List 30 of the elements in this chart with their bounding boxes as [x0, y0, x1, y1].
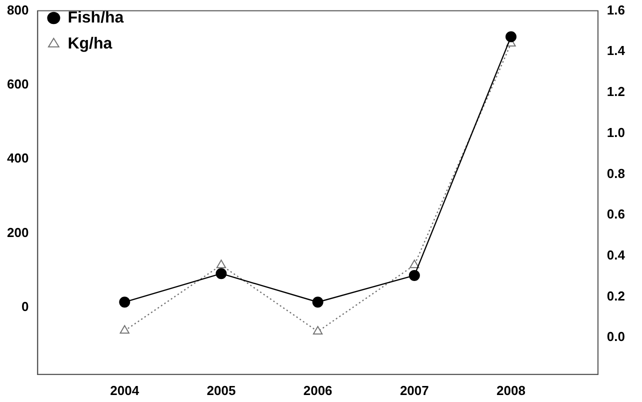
y-tick-label: 400 — [6, 150, 29, 166]
x-tick-label: 2006 — [303, 382, 332, 398]
point — [312, 296, 324, 308]
y2-tick-label: 0.0 — [606, 329, 626, 344]
y2-tick-label: 1.0 — [606, 124, 626, 140]
x-tick-label: 2004 — [110, 382, 140, 398]
point — [408, 270, 420, 281]
y2-tick-label: 0.2 — [606, 288, 626, 304]
y2-tick-label: 0.4 — [606, 248, 626, 262]
x-tick-label: 2007 — [400, 382, 429, 398]
point — [505, 31, 516, 42]
point — [410, 260, 420, 268]
point — [120, 325, 130, 334]
legend-label: Fish/ha — [68, 9, 124, 26]
x-tick-label: 2005 — [206, 382, 236, 398]
y2-tick-label: 1.2 — [606, 84, 626, 100]
point — [216, 260, 226, 268]
y2-tick-label: 1.4 — [606, 43, 626, 58]
y-tick-label: 200 — [6, 224, 29, 240]
x-tick-label: 2008 — [496, 382, 526, 398]
point — [216, 268, 227, 280]
y2-tick-label: 0.8 — [606, 166, 626, 181]
point — [312, 326, 323, 335]
y2-tick-label: 0.6 — [606, 206, 626, 222]
y-tick-label: 0 — [21, 298, 29, 314]
point — [119, 296, 130, 308]
y2-tick-label: 1.6 — [606, 2, 626, 18]
y-tick-label: 600 — [6, 76, 29, 92]
y-tick-label: 800 — [6, 2, 29, 18]
legend-label: Kg/ha — [68, 35, 112, 52]
